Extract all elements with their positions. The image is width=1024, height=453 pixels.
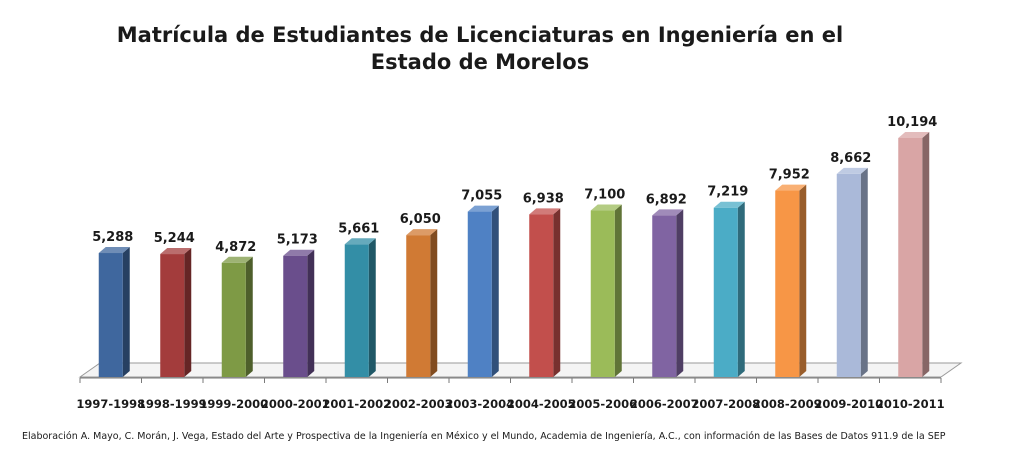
data-label: 7,219 — [707, 185, 748, 200]
bar-front — [344, 244, 369, 377]
bar — [836, 167, 868, 377]
x-tick-label: 1997-1998 — [76, 397, 145, 411]
bar-top — [344, 238, 376, 245]
data-label: 7,952 — [769, 168, 810, 183]
bar-top — [160, 248, 192, 255]
data-label: 7,055 — [461, 189, 502, 204]
bar-side — [491, 205, 499, 377]
category-axis-labels: 1997-19981998-19991999-20002000-20012001… — [76, 397, 944, 411]
bar — [590, 204, 622, 377]
bar-front — [283, 255, 308, 377]
bar-top — [898, 132, 930, 138]
data-label: 5,288 — [92, 230, 133, 245]
bar-side — [614, 204, 622, 377]
bar-front — [652, 215, 677, 377]
bar-side — [430, 229, 438, 377]
x-tick-label: 1999-2000 — [199, 397, 268, 411]
bar — [652, 209, 684, 377]
bar — [467, 205, 499, 377]
bar-front — [221, 262, 246, 377]
data-label: 8,662 — [830, 151, 871, 166]
data-label: 5,173 — [277, 233, 318, 248]
x-tick-label: 2008-2009 — [753, 397, 822, 411]
bar-top — [221, 256, 253, 263]
floor-surface — [78, 362, 963, 378]
bar — [713, 201, 745, 377]
source-note: Elaboración A. Mayo, C. Morán, J. Vega, … — [22, 431, 946, 442]
bar-side — [676, 209, 684, 377]
bar — [898, 132, 930, 377]
bar-top — [467, 205, 499, 212]
bar-side — [307, 249, 315, 377]
bar-front — [836, 173, 861, 377]
bar-top — [283, 249, 315, 256]
bar-front — [713, 207, 738, 377]
x-tick-label: 1998-1999 — [138, 397, 207, 411]
bar — [221, 256, 253, 377]
bar — [160, 248, 192, 377]
bar — [98, 247, 130, 377]
bar-side — [553, 208, 561, 377]
data-label: 7,100 — [584, 188, 625, 203]
bar-side — [245, 256, 253, 377]
x-tick-label: 2007-2008 — [691, 397, 760, 411]
bar-side — [737, 201, 745, 377]
chart-floor — [78, 362, 963, 383]
bar-top — [98, 247, 130, 254]
data-label: 5,661 — [338, 221, 379, 236]
bar-side — [122, 247, 130, 377]
x-tick-label: 2000-2001 — [261, 397, 330, 411]
bar-top — [529, 208, 561, 215]
bar-side — [860, 167, 868, 377]
data-label: 4,872 — [215, 240, 256, 255]
bar — [775, 184, 807, 377]
bar — [283, 249, 315, 377]
bar — [406, 229, 438, 377]
data-label: 6,050 — [400, 212, 441, 227]
bar-top — [775, 184, 807, 191]
bar-top — [652, 209, 684, 216]
bar-front — [775, 190, 800, 377]
bar-top — [590, 204, 622, 211]
bar-front — [406, 235, 431, 377]
x-tick-label: 2004-2005 — [507, 397, 576, 411]
bar-front — [467, 211, 492, 377]
data-label: 6,938 — [523, 191, 564, 206]
bar-front — [529, 214, 554, 377]
bar-top — [836, 167, 868, 174]
x-tick-label: 2006-2007 — [630, 397, 699, 411]
data-label: 5,244 — [154, 231, 195, 246]
bar-top — [713, 201, 745, 208]
bar-side — [922, 132, 930, 377]
data-label: 10,194 — [887, 115, 937, 130]
data-labels-group: 5,288 5,244 4,872 5,173 5,661 6,050 7,055 6,938… — [92, 115, 937, 255]
bar-top — [406, 229, 438, 236]
bar-side — [368, 238, 376, 377]
bar-side — [799, 184, 807, 377]
bar-front — [898, 138, 923, 377]
bar-front — [590, 210, 615, 377]
x-tick-label: 2002-2003 — [384, 397, 453, 411]
bars-group — [98, 132, 930, 377]
bar — [344, 238, 376, 377]
x-tick-label: 2001-2002 — [322, 397, 391, 411]
x-tick-label: 2010-2011 — [876, 397, 945, 411]
bar — [529, 208, 561, 377]
data-label: 6,892 — [646, 192, 687, 207]
x-tick-label: 2003-2004 — [445, 397, 514, 411]
chart-title: Matrícula de Estudiantes de Licenciatura… — [116, 23, 844, 74]
bar-side — [184, 248, 192, 377]
bar-front — [98, 253, 123, 377]
x-tick-label: 2005-2006 — [568, 397, 637, 411]
bar-front — [160, 254, 185, 377]
x-tick-label: 2009-2010 — [814, 397, 883, 411]
